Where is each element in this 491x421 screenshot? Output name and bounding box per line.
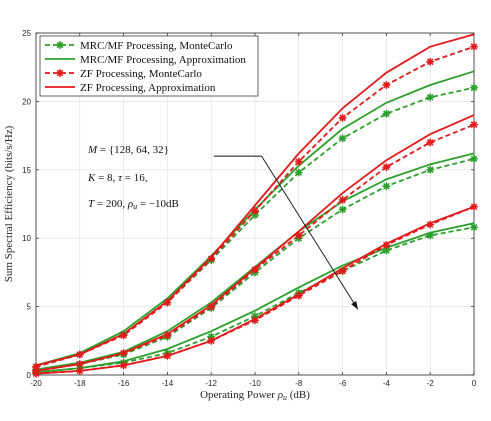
data-point-2-0-5	[251, 206, 260, 215]
data-point-2-2-9	[426, 220, 435, 229]
data-point-2-1-3	[163, 331, 172, 340]
series-line-1-2	[35, 222, 475, 374]
legend-box	[39, 35, 259, 97]
y-tick-label: 25	[22, 29, 31, 38]
data-point-0-2-10	[469, 223, 479, 232]
data-point-2-1-7	[338, 195, 347, 204]
data-point-2-0-9	[426, 57, 435, 66]
x-tick-label: -10	[249, 379, 261, 388]
data-point-0-0-7	[338, 134, 347, 143]
data-point-0-0-10	[469, 83, 479, 92]
annotations: M = {128, 64, 32} K = 8, τ = 16, T = 200, …	[87, 144, 359, 310]
y-axis-label: Sum Spectral Efficiency (bits/s/Hz)	[3, 125, 15, 282]
legend-entry-0: MRC/MF Processing, MonteCarlo	[45, 40, 233, 52]
y-tick-label: 10	[22, 234, 31, 243]
data-point-2-0-6	[294, 157, 303, 166]
legend-marker-0	[55, 40, 65, 50]
x-tick-label: -16	[118, 379, 130, 388]
y-tick-label: 20	[22, 97, 31, 106]
data-point-2-2-3	[163, 351, 172, 360]
data-point-0-0-6	[294, 168, 303, 177]
data-point-0-0-8	[382, 109, 391, 118]
data-point-0-2-9	[426, 231, 435, 240]
data-point-2-2-1	[75, 366, 84, 375]
data-point-2-2-5	[251, 316, 260, 325]
series-markers	[31, 42, 479, 378]
legend-label-0: MRC/MF Processing, MonteCarlo	[80, 40, 233, 52]
legend-marker-2	[55, 69, 65, 77]
legend-entry-2: ZF Processing, MonteCarlo	[45, 68, 202, 80]
legend-label-2: ZF Processing, MonteCarlo	[80, 68, 202, 80]
x-tick-label: -12	[205, 379, 217, 388]
data-point-2-2-7	[338, 267, 347, 276]
x-axis-label: Operating Power ρu (dB)	[200, 389, 310, 402]
data-point-2-2-10	[469, 202, 479, 211]
data-point-0-1-7	[338, 205, 347, 214]
data-point-2-0-1	[75, 350, 84, 359]
data-point-2-0-10	[469, 42, 479, 51]
data-point-2-2-6	[294, 291, 303, 300]
data-point-2-0-3	[163, 298, 172, 307]
data-point-2-0-2	[119, 331, 128, 340]
data-point-0-1-9	[426, 165, 435, 174]
data-point-2-1-10	[469, 120, 479, 129]
data-point-2-2-0	[31, 369, 41, 378]
annotation-arrow-head	[351, 300, 358, 310]
data-point-2-0-8	[382, 80, 391, 89]
x-tick-label: -20	[30, 379, 42, 388]
x-tick-label: -4	[383, 379, 391, 388]
data-point-2-0-4	[207, 254, 216, 263]
y-tick-label: 5	[27, 303, 32, 312]
legend-entry-1: MRC/MF Processing, Approximation	[45, 54, 246, 66]
data-point-2-2-2	[119, 361, 128, 370]
data-point-2-1-5	[251, 265, 260, 274]
legend-entry-3: ZF Processing, Approximation	[45, 82, 216, 94]
y-tick-label: 15	[22, 166, 31, 175]
data-point-2-1-9	[426, 138, 435, 147]
y-tick-label: 0	[27, 371, 32, 380]
data-point-2-1-4	[207, 302, 216, 311]
data-point-2-1-1	[75, 360, 84, 369]
legend-label-1: MRC/MF Processing, Approximation	[80, 54, 246, 66]
data-point-2-1-6	[294, 231, 303, 240]
series-line-3-0	[35, 33, 475, 367]
x-tick-label: -6	[339, 379, 347, 388]
x-tick-label: -14	[162, 379, 174, 388]
data-point-0-1-8	[382, 182, 391, 191]
data-point-2-2-4	[207, 336, 216, 345]
data-point-0-0-9	[426, 93, 435, 102]
data-point-0-1-10	[469, 154, 479, 163]
annotation-t: T = 200, ρu = −10dB	[88, 198, 179, 211]
x-tick-label: -8	[295, 379, 303, 388]
x-tick-label: -2	[427, 379, 435, 388]
legend: MRC/MF Processing, MonteCarlo MRC/MF Proc…	[39, 35, 259, 97]
annotation-m: M = {128, 64, 32}	[87, 144, 169, 156]
data-point-2-1-8	[382, 163, 391, 172]
annotation-k: K = 8, τ = 16,	[87, 172, 148, 184]
legend-label-3: ZF Processing, Approximation	[80, 82, 216, 94]
data-point-2-2-8	[382, 241, 391, 250]
data-point-2-1-2	[119, 349, 128, 358]
x-tick-label: -18	[74, 379, 86, 388]
annotation-arrow-shaft	[261, 155, 359, 310]
data-point-2-0-7	[338, 113, 347, 122]
x-tick-label: 0	[472, 379, 477, 388]
